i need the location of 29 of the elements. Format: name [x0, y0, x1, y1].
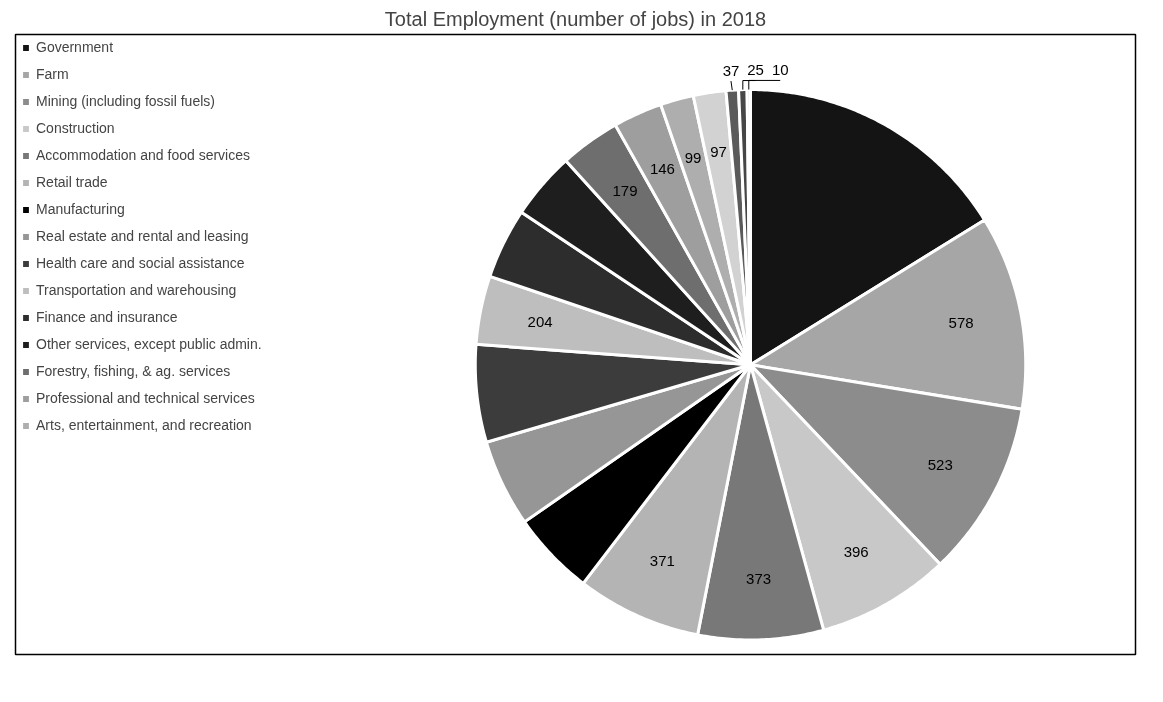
legend-label: Government — [36, 39, 114, 55]
data-label: 25 — [747, 61, 764, 79]
data-label: 10 — [771, 61, 789, 79]
data-label: 578 — [948, 314, 974, 331]
legend-label: Transportation and warehousing — [36, 282, 237, 298]
legend-label: Construction — [36, 120, 115, 136]
data-label: 373 — [746, 570, 772, 588]
legend-label: Retail trade — [36, 174, 108, 190]
legend-label: Professional and technical services — [36, 390, 255, 406]
legend-label: Real estate and rental and leasing — [36, 228, 249, 244]
data-label: 37 — [722, 61, 740, 79]
legend-label: Accommodation and food services — [36, 147, 250, 163]
data-label: 396 — [843, 542, 869, 560]
data-label: 146 — [649, 160, 675, 177]
data-label: 99 — [684, 148, 702, 166]
data-label: 97 — [710, 143, 727, 161]
data-label: 523 — [927, 456, 953, 474]
legend-label: Manufacturing — [36, 201, 125, 217]
legend-label: Forestry, fishing, & ag. services — [36, 363, 231, 379]
data-label: 204 — [527, 312, 553, 330]
data-label: 371 — [649, 551, 675, 569]
legend-label: Mining (including fossil fuels) — [36, 93, 215, 109]
legend-label: Farm — [36, 66, 69, 82]
chart-title: Total Employment (number of jobs) in 2018 — [384, 7, 767, 30]
legend-label: Finance and insurance — [36, 309, 178, 325]
legend-label: Other services, except public admin. — [36, 336, 262, 352]
data-label: 179 — [612, 181, 638, 199]
legend-label: Arts, entertainment, and recreation — [36, 417, 252, 433]
legend-label: Health care and social assistance — [36, 255, 245, 271]
